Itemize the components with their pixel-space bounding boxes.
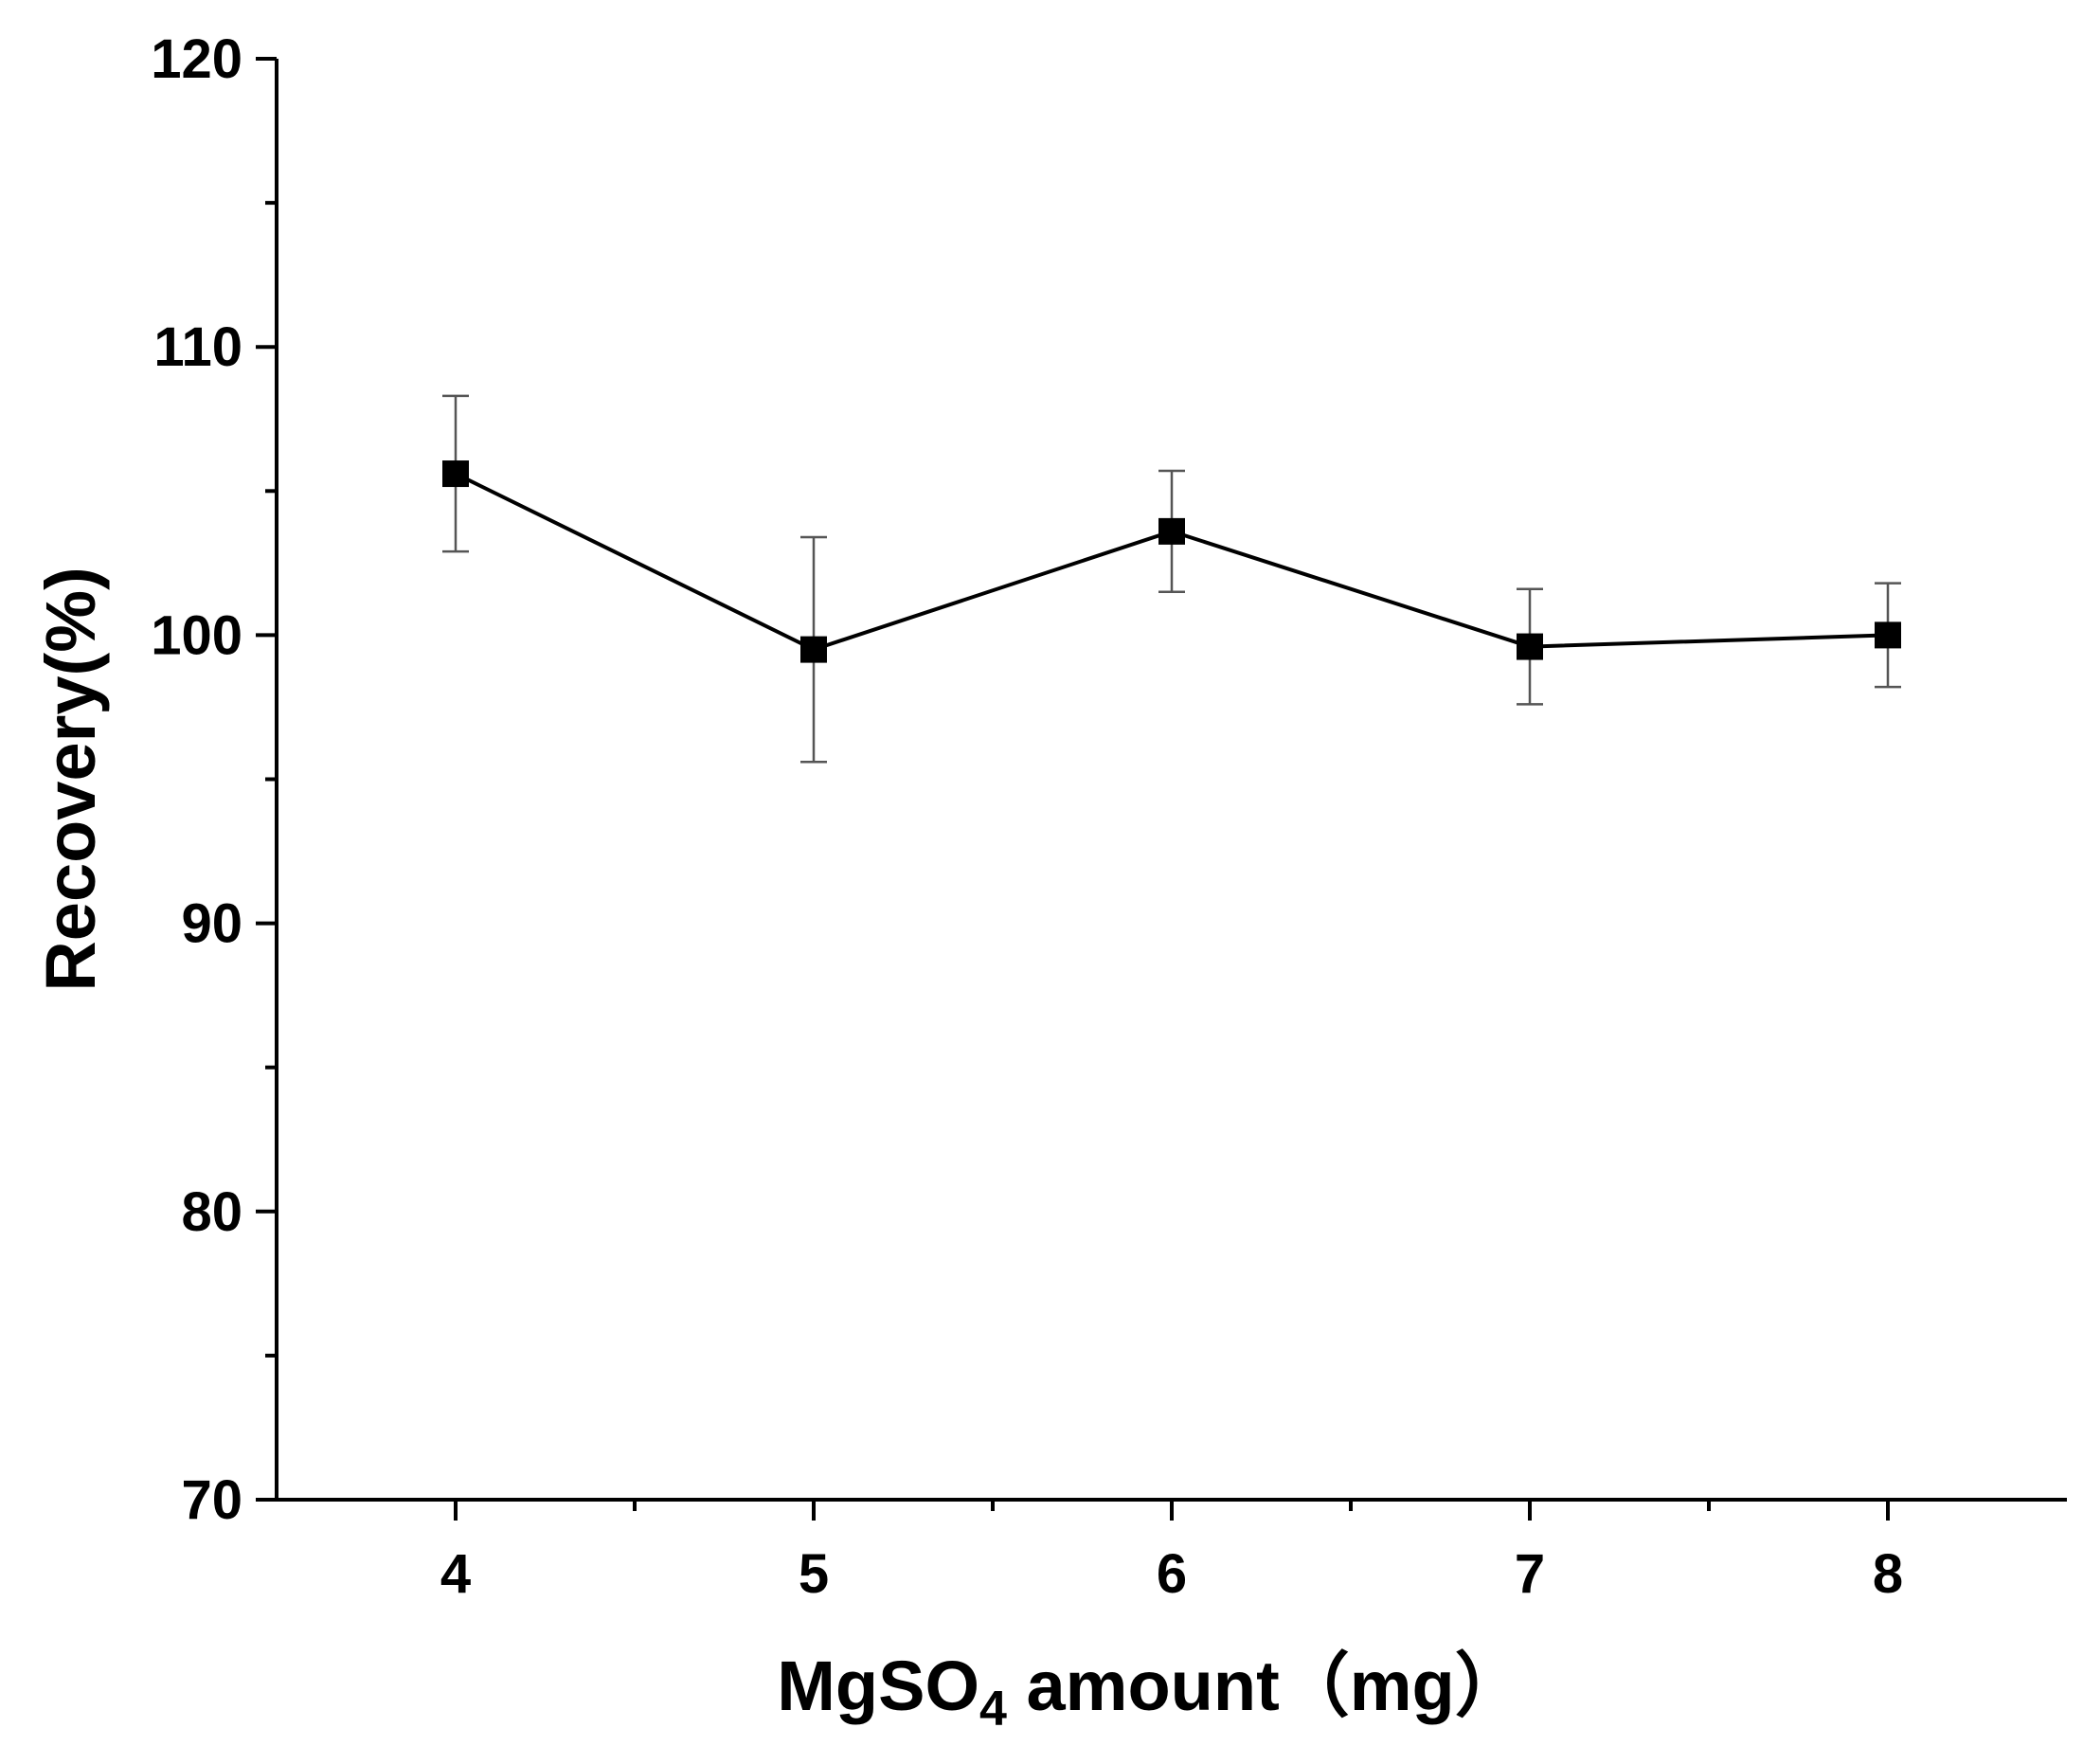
y-tick-label-90: 90 xyxy=(181,893,242,955)
data-point-5 xyxy=(800,636,827,663)
y-axis-title: Recovery(%) xyxy=(31,567,110,991)
x-axis-title-suffix: amount（mg） xyxy=(1007,1647,1525,1725)
x-tick-label-4: 4 xyxy=(440,1543,471,1605)
y-tick-label-70: 70 xyxy=(181,1469,242,1531)
x-axis-title: MgSO4 amount（mg） xyxy=(777,1647,1524,1737)
y-tick-label-80: 80 xyxy=(181,1181,242,1243)
y-tick-label-100: 100 xyxy=(151,604,242,666)
data-point-8 xyxy=(1875,621,1901,649)
data-point-4 xyxy=(442,460,469,488)
series-layer xyxy=(442,394,1901,764)
ticks-layer: 70 80 90 100 110 120 4 5 6 7 8 xyxy=(151,28,1903,1605)
x-tick-label-5: 5 xyxy=(799,1543,829,1605)
data-point-6 xyxy=(1158,517,1185,545)
y-tick-label-120: 120 xyxy=(151,28,242,90)
data-point-7 xyxy=(1517,633,1543,660)
x-tick-label-8: 8 xyxy=(1873,1543,1903,1605)
x-tick-label-6: 6 xyxy=(1157,1543,1187,1605)
y-tick-label-110: 110 xyxy=(153,316,242,378)
x-axis-title-subscript: 4 xyxy=(979,1682,1007,1737)
x-axis-title-prefix: MgSO xyxy=(777,1647,979,1725)
x-tick-label-7: 7 xyxy=(1515,1543,1545,1605)
